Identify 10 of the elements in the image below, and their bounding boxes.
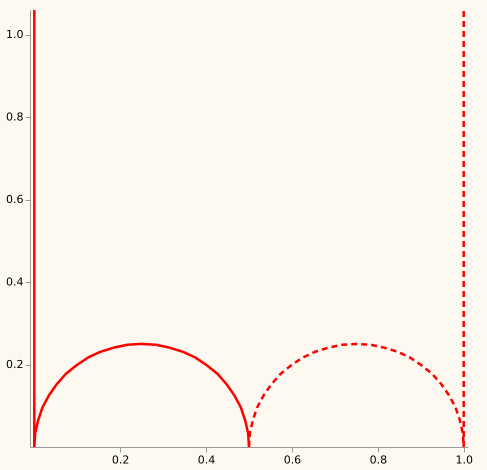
x-tick-label: 0.2	[112, 454, 130, 466]
x-tick-label: 1.0	[455, 454, 473, 466]
y-tick-label: 0.6	[6, 193, 24, 206]
x-tick-label: 0.4	[198, 454, 216, 466]
y-tick-label: 1.0	[6, 28, 24, 42]
y-tick-label: 0.8	[6, 110, 24, 124]
y-tick-label: 0.4	[6, 276, 24, 289]
y-tick-label: 0.2	[6, 358, 24, 372]
x-tick-label: 0.8	[370, 454, 388, 466]
x-tick-label: 0.6	[284, 454, 302, 466]
